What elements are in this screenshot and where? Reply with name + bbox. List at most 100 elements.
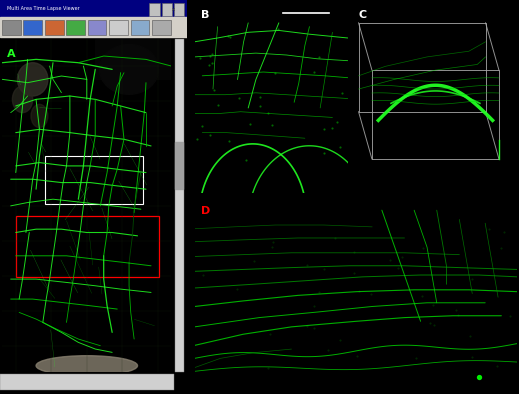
Bar — [174, 3, 184, 16]
Bar — [16, 216, 159, 277]
Point — [398, 254, 406, 260]
Point — [199, 272, 207, 279]
Point — [193, 136, 201, 142]
Point — [310, 69, 319, 75]
Point — [337, 90, 346, 97]
Point — [225, 138, 233, 144]
FancyBboxPatch shape — [110, 20, 128, 35]
Ellipse shape — [18, 63, 48, 96]
FancyBboxPatch shape — [152, 20, 171, 35]
Point — [264, 364, 272, 371]
Point — [320, 126, 328, 132]
Point — [453, 307, 461, 313]
Point — [419, 245, 427, 251]
Point — [267, 122, 276, 128]
Point — [207, 53, 215, 59]
Text: B: B — [201, 9, 209, 20]
Point — [320, 150, 329, 156]
Point — [206, 62, 214, 68]
Point — [268, 243, 277, 250]
Point — [269, 239, 277, 245]
Text: D: D — [201, 206, 210, 216]
Bar — [175, 39, 184, 372]
Point — [367, 291, 375, 297]
Ellipse shape — [31, 104, 48, 128]
Point — [468, 276, 476, 282]
Point — [242, 156, 250, 163]
Point — [331, 235, 339, 242]
Point — [210, 87, 218, 93]
Point — [333, 119, 342, 125]
Point — [454, 312, 462, 318]
Point — [315, 289, 323, 295]
Point — [198, 123, 206, 130]
Point — [224, 33, 232, 39]
FancyBboxPatch shape — [66, 20, 85, 35]
Point — [474, 374, 483, 380]
Bar — [161, 3, 172, 16]
Text: C: C — [359, 9, 367, 20]
Point — [426, 320, 434, 327]
Bar — [0, 0, 187, 17]
Point — [430, 322, 439, 329]
Ellipse shape — [100, 45, 159, 94]
Point — [303, 323, 311, 330]
Point — [350, 269, 358, 276]
Point — [353, 353, 362, 359]
Bar — [45, 156, 143, 204]
Point — [506, 313, 514, 320]
FancyBboxPatch shape — [23, 20, 42, 35]
Point — [493, 363, 501, 369]
Point — [274, 26, 282, 32]
Text: Multi Area Time Lapse Viewer: Multi Area Time Lapse Viewer — [7, 6, 80, 11]
Point — [206, 132, 214, 138]
Point — [320, 266, 328, 272]
Point — [393, 265, 402, 271]
Point — [256, 102, 264, 109]
Point — [310, 325, 318, 332]
Bar — [0, 17, 187, 37]
Point — [266, 331, 274, 338]
Point — [418, 293, 426, 299]
Point — [349, 249, 358, 255]
Bar — [95, 39, 171, 79]
FancyBboxPatch shape — [88, 20, 106, 35]
Point — [208, 60, 216, 67]
Point — [429, 302, 437, 308]
Point — [271, 70, 279, 76]
Text: A: A — [7, 49, 16, 59]
Point — [412, 355, 420, 361]
Point — [245, 121, 254, 127]
FancyBboxPatch shape — [2, 20, 21, 35]
Point — [249, 258, 257, 264]
Point — [324, 346, 332, 353]
Point — [309, 303, 318, 309]
Point — [233, 286, 241, 293]
Bar — [149, 3, 160, 16]
Point — [336, 144, 344, 151]
Text: x: x — [172, 7, 175, 12]
FancyBboxPatch shape — [45, 20, 63, 35]
Point — [208, 50, 216, 57]
Point — [235, 95, 243, 101]
Point — [336, 337, 345, 343]
Point — [303, 262, 311, 268]
Bar — [175, 142, 183, 189]
Point — [196, 55, 204, 61]
Point — [316, 54, 324, 60]
Point — [499, 229, 508, 235]
Ellipse shape — [12, 86, 33, 113]
Point — [468, 354, 476, 360]
Bar — [0, 374, 174, 390]
Point — [485, 225, 494, 232]
Point — [354, 288, 363, 294]
Point — [214, 102, 222, 108]
FancyBboxPatch shape — [131, 20, 149, 35]
Point — [466, 333, 474, 339]
Point — [264, 110, 272, 117]
Point — [226, 34, 235, 40]
Ellipse shape — [36, 356, 138, 375]
Point — [255, 93, 264, 100]
Point — [497, 244, 506, 251]
Point — [327, 125, 336, 131]
